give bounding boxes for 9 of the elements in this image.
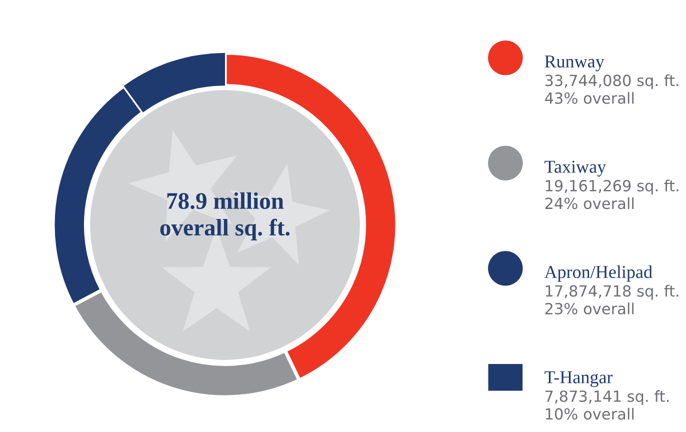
data-label: 19,161,269 sq. ft. 24% overall bbox=[545, 180, 678, 210]
data-label: 17,874,718 sq. ft. 23% overall bbox=[545, 284, 678, 314]
text: 78.9 million overall sq. ft. bbox=[160, 192, 290, 240]
legend-label: T-Hangar bbox=[544, 371, 613, 388]
data-label: 7,873,141 sq. ft. 10% overall bbox=[545, 390, 669, 420]
legend-label: Taxiway bbox=[544, 160, 606, 177]
data-label: 33,744,080 sq. ft. 43% overall bbox=[544, 74, 678, 104]
legend-label: Runway bbox=[544, 56, 604, 72]
legend-label: Apron/Helipad bbox=[544, 265, 652, 282]
